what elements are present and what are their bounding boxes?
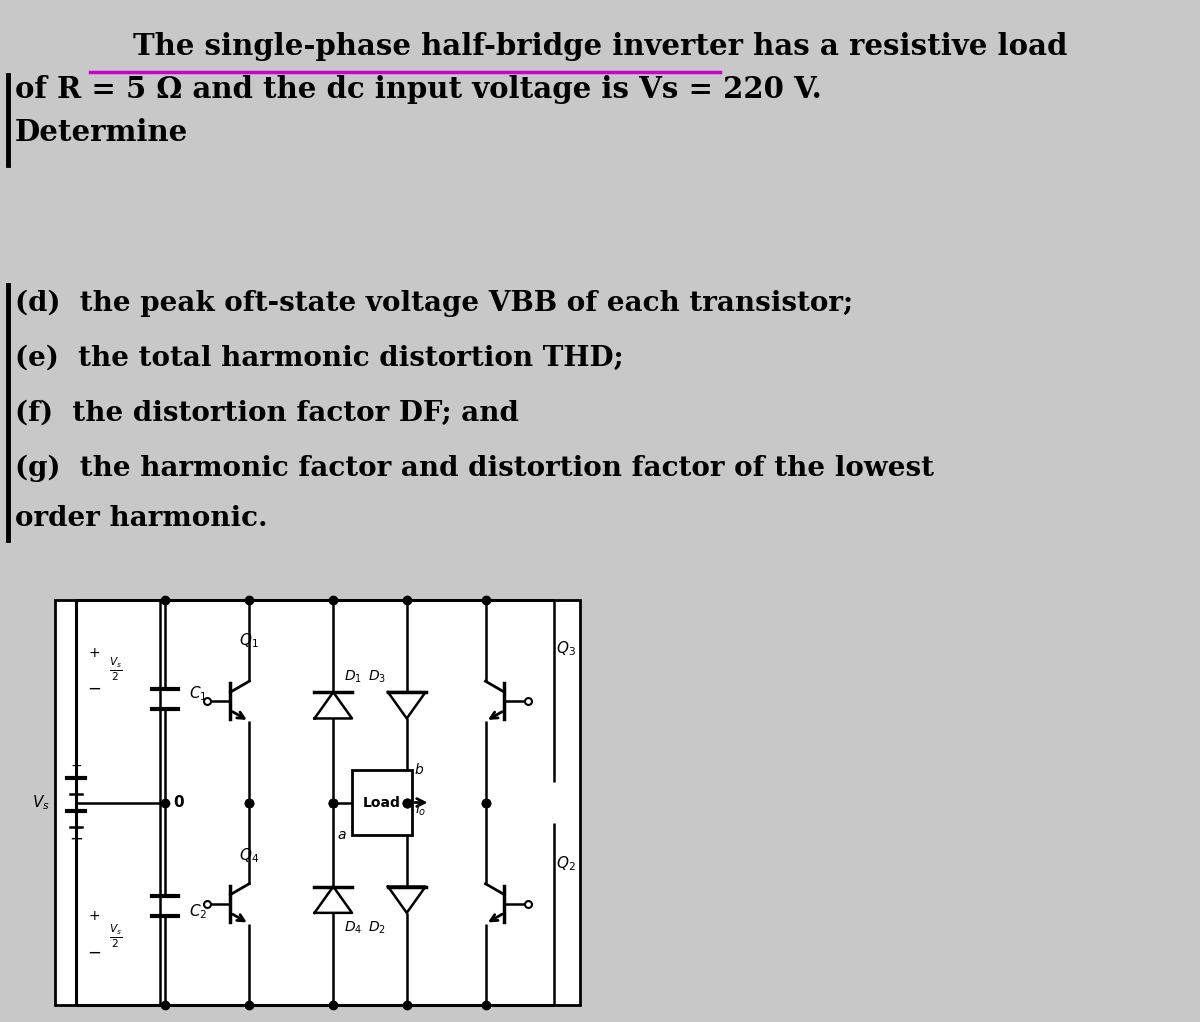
Text: (d)  the peak oft-state voltage VBB of each transistor;: (d) the peak oft-state voltage VBB of ea… [14,290,853,318]
Text: The single-phase half-bridge inverter has a resistive load: The single-phase half-bridge inverter ha… [133,32,1067,61]
Text: b: b [415,763,424,777]
Text: a: a [338,828,347,842]
Bar [352,771,412,835]
Text: $Q_2$: $Q_2$ [557,854,576,873]
Text: $Q_1$: $Q_1$ [239,632,259,650]
Text: +: + [89,909,100,923]
Text: −: − [88,680,101,698]
Text: (g)  the harmonic factor and distortion factor of the lowest: (g) the harmonic factor and distortion f… [14,455,934,482]
Text: $\frac{V_s}{2}$: $\frac{V_s}{2}$ [109,655,122,683]
Text: of R = 5 Ω and the dc input voltage is Vs = 220 V.: of R = 5 Ω and the dc input voltage is V… [14,75,822,104]
Text: $D_4$: $D_4$ [343,920,362,936]
Bar [55,600,580,1005]
Text: $\frac{V_s}{2}$: $\frac{V_s}{2}$ [109,923,122,949]
Text: −: − [88,943,101,962]
Text: $D_3$: $D_3$ [367,668,385,685]
Text: Load: Load [362,795,401,809]
Text: $Q_3$: $Q_3$ [557,639,576,658]
Text: $Q_4$: $Q_4$ [239,846,259,865]
Text: 0: 0 [173,795,184,810]
Text: +: + [70,759,82,773]
Text: order harmonic.: order harmonic. [14,505,268,532]
Text: +: + [89,646,100,659]
Text: Determine: Determine [14,118,188,147]
Text: −: − [70,830,83,848]
Text: (f)  the distortion factor DF; and: (f) the distortion factor DF; and [14,400,518,427]
Text: (e)  the total harmonic distortion THD;: (e) the total harmonic distortion THD; [14,345,624,372]
Text: $i_o$: $i_o$ [415,800,426,818]
Text: $D_1$: $D_1$ [343,668,361,685]
Text: $D_2$: $D_2$ [368,920,385,936]
Text: $C_2$: $C_2$ [188,902,208,921]
Text: $C_1$: $C_1$ [188,684,208,702]
Text: $V_s$: $V_s$ [32,793,49,811]
